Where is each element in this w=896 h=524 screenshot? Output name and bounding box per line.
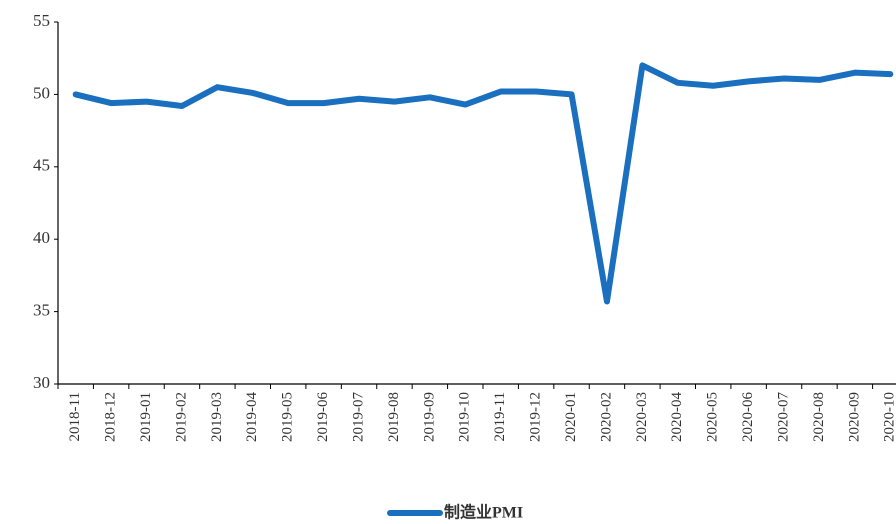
y-tick-label: 50 [33, 83, 50, 102]
x-tick-label: 2020-02 [598, 392, 614, 442]
y-tick-label: 45 [33, 156, 50, 175]
y-tick-label: 30 [33, 373, 50, 392]
x-tick-label: 2020-06 [740, 392, 756, 442]
x-tick-label: 2020-09 [846, 392, 862, 442]
x-tick-label: 2019-09 [421, 392, 437, 442]
x-tick-label: 2020-01 [563, 392, 579, 442]
y-tick-label: 40 [33, 228, 50, 247]
x-tick-label: 2019-10 [457, 392, 473, 442]
y-tick-label: 55 [33, 11, 50, 30]
x-tick-label: 2020-05 [705, 392, 721, 442]
x-tick-label: 2019-02 [173, 392, 189, 442]
x-tick-label: 2018-11 [67, 392, 83, 441]
x-tick-label: 2020-04 [669, 392, 685, 442]
x-tick-label: 2018-12 [103, 392, 119, 442]
x-tick-label: 2019-12 [528, 392, 544, 442]
legend-label: 制造业PMI [444, 503, 523, 522]
x-tick-label: 2020-03 [634, 392, 650, 442]
x-tick-label: 2019-11 [492, 392, 508, 441]
x-tick-label: 2019-08 [386, 392, 402, 442]
x-tick-label: 2019-01 [138, 392, 154, 442]
x-tick-label: 2019-04 [244, 392, 260, 442]
y-tick-label: 35 [33, 301, 50, 320]
x-tick-label: 2020-10 [882, 392, 896, 442]
x-tick-label: 2019-03 [209, 392, 225, 442]
x-tick-label: 2019-05 [280, 392, 296, 442]
x-tick-label: 2020-08 [811, 392, 827, 442]
x-tick-label: 2019-07 [350, 392, 366, 442]
line [72, 62, 894, 305]
x-tick-label: 2020-07 [775, 392, 791, 442]
x-tick-label: 2019-06 [315, 392, 331, 442]
